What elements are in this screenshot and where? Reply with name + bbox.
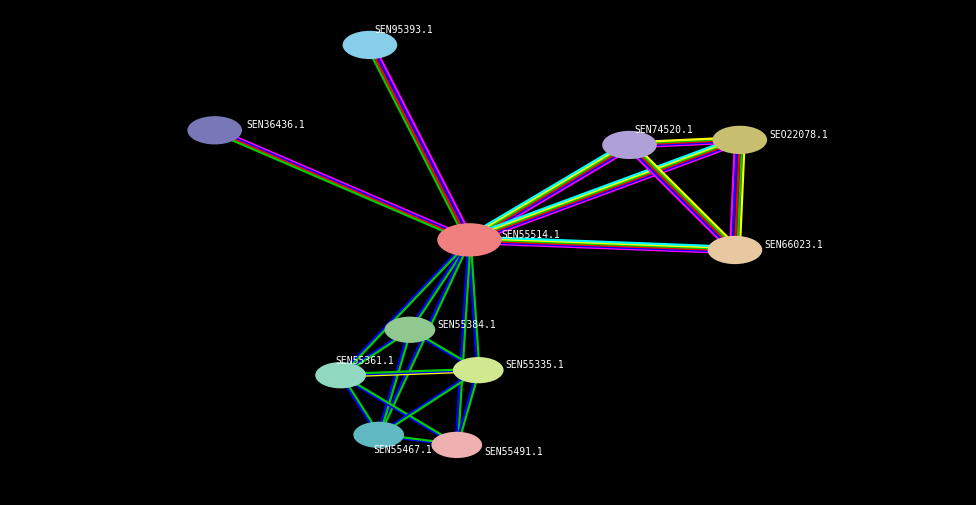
Circle shape: [431, 432, 482, 458]
Circle shape: [353, 422, 404, 448]
Circle shape: [385, 317, 435, 343]
Text: SEN55491.1: SEN55491.1: [484, 447, 543, 458]
Circle shape: [453, 357, 504, 383]
Text: SEN36436.1: SEN36436.1: [246, 120, 305, 130]
Text: SEN55335.1: SEN55335.1: [506, 360, 564, 370]
Text: SEN55467.1: SEN55467.1: [374, 445, 432, 455]
Text: SEN66023.1: SEN66023.1: [764, 240, 823, 250]
Text: SEN55384.1: SEN55384.1: [437, 320, 496, 330]
Text: SEN55361.1: SEN55361.1: [336, 356, 394, 366]
Circle shape: [602, 131, 657, 159]
Circle shape: [712, 126, 767, 154]
Circle shape: [343, 31, 397, 59]
Circle shape: [437, 223, 502, 257]
Text: SEO22078.1: SEO22078.1: [769, 130, 828, 140]
Text: SEN55514.1: SEN55514.1: [502, 230, 560, 240]
Text: SEN95393.1: SEN95393.1: [375, 25, 433, 35]
Circle shape: [708, 236, 762, 264]
Circle shape: [187, 116, 242, 144]
Text: SEN74520.1: SEN74520.1: [634, 125, 693, 135]
Circle shape: [315, 362, 366, 388]
